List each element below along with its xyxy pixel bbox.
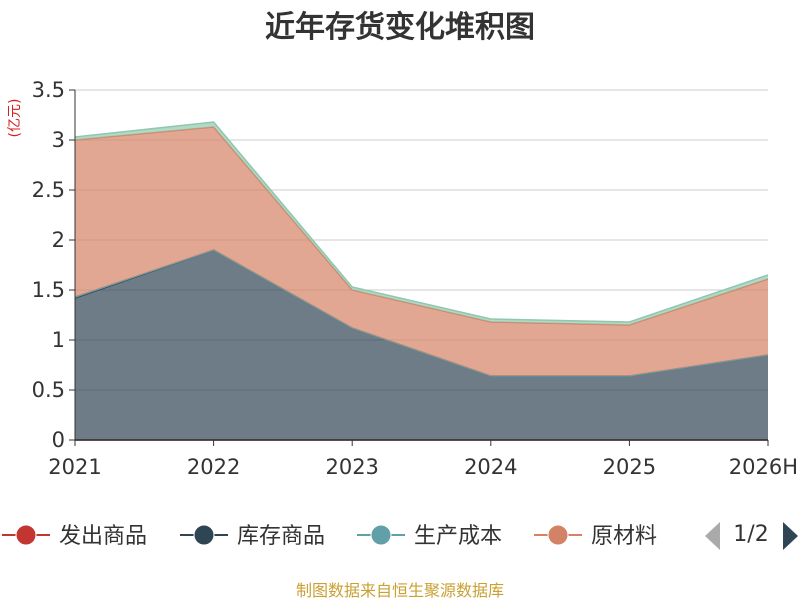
legend-page-indicator: 1/2 xyxy=(733,522,768,547)
x-tick-label: 2021 xyxy=(48,455,101,479)
source-note: 制图数据来自恒生聚源数据库 xyxy=(296,581,504,600)
y-axis-unit: (亿元) xyxy=(7,99,23,138)
y-tick-label: 2 xyxy=(52,228,65,252)
x-tick-label: 2023 xyxy=(325,455,378,479)
legend: 发出商品 库存商品 生产成本 原材料 xyxy=(2,524,657,549)
legend-item-3[interactable]: 原材料 xyxy=(534,524,657,549)
x-tick-label: 2024 xyxy=(464,455,517,479)
legend-prev-icon[interactable] xyxy=(705,522,720,550)
legend-label: 原材料 xyxy=(591,524,657,549)
legend-label: 生产成本 xyxy=(414,524,502,549)
legend-item-0[interactable]: 发出商品 xyxy=(2,524,147,549)
y-tick-label: 2.5 xyxy=(32,178,65,202)
legend-item-2[interactable]: 生产成本 xyxy=(357,524,502,549)
area-series-1 xyxy=(75,250,768,440)
y-tick-label: 0.5 xyxy=(32,378,65,402)
axes xyxy=(74,90,768,441)
legend-marker xyxy=(15,524,37,546)
y-axis-ticks: 0 0.5 1 1.5 2 2.5 3 3.5 xyxy=(32,78,75,452)
legend-label: 库存商品 xyxy=(237,524,325,549)
area-series-3 xyxy=(75,127,768,376)
chart-title: 近年存货变化堆积图 xyxy=(265,10,535,45)
x-tick-label: 2025 xyxy=(603,455,656,479)
y-tick-label: 0 xyxy=(52,428,65,452)
area-line-series-4 xyxy=(74,121,769,323)
x-axis-ticks: 2021 2022 2023 2024 2025 2026H xyxy=(48,440,798,479)
legend-label: 发出商品 xyxy=(59,524,147,549)
legend-marker xyxy=(370,524,392,546)
legend-next-icon[interactable] xyxy=(783,522,798,550)
stacked-areas xyxy=(74,121,769,441)
legend-item-1[interactable]: 库存商品 xyxy=(180,524,325,549)
x-tick-label: 2022 xyxy=(187,455,240,479)
legend-marker xyxy=(547,524,569,546)
y-tick-label: 3.5 xyxy=(32,78,65,102)
y-tick-label: 1 xyxy=(52,328,65,352)
y-tick-label: 3 xyxy=(52,128,65,152)
legend-marker xyxy=(193,524,215,546)
legend-pager[interactable]: 1/2 xyxy=(705,522,798,550)
x-tick-label: 2026H xyxy=(729,455,798,479)
y-tick-label: 1.5 xyxy=(32,278,65,302)
